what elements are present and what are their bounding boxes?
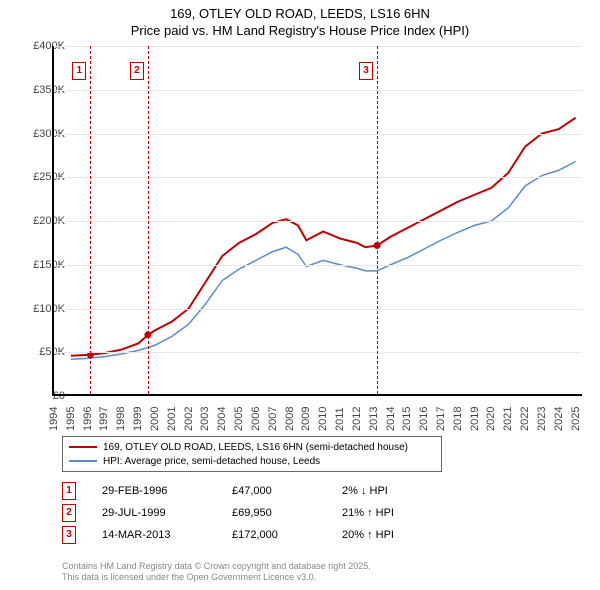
legend-label: HPI: Average price, semi-detached house,… — [103, 456, 320, 467]
x-tick-label: 1997 — [98, 407, 110, 431]
x-tick-label: 2007 — [267, 407, 279, 431]
legend-box: 169, OTLEY OLD ROAD, LEEDS, LS16 6HN (se… — [62, 436, 442, 472]
event-date: 29-JUL-1999 — [102, 507, 232, 519]
x-tick-label: 2003 — [199, 407, 211, 431]
sale-marker-box: 1 — [72, 62, 86, 80]
chart-svg — [54, 46, 582, 394]
event-price: £172,000 — [232, 529, 342, 541]
x-tick-label: 2000 — [149, 407, 161, 431]
x-tick-label: 2014 — [385, 407, 397, 431]
x-tick-label: 2004 — [216, 407, 228, 431]
x-tick-label: 1995 — [65, 407, 77, 431]
legend-swatch — [69, 460, 97, 462]
event-marker-box: 3 — [62, 526, 76, 544]
x-tick-label: 2006 — [250, 407, 262, 431]
event-row: 2 29-JUL-1999£69,95021% ↑ HPI — [62, 502, 462, 524]
legend-label: 169, OTLEY OLD ROAD, LEEDS, LS16 6HN (se… — [103, 442, 408, 453]
x-tick-label: 2023 — [536, 407, 548, 431]
chart-plot-area: 1 2 3 — [52, 46, 582, 396]
x-tick-label: 2008 — [284, 407, 296, 431]
legend-item: HPI: Average price, semi-detached house,… — [69, 454, 435, 468]
legend-swatch — [69, 446, 97, 448]
x-tick-label: 2021 — [502, 407, 514, 431]
x-tick-label: 2024 — [553, 407, 565, 431]
x-tick-label: 2018 — [452, 407, 464, 431]
footer-attribution: Contains HM Land Registry data © Crown c… — [62, 561, 371, 584]
footer-line-1: Contains HM Land Registry data © Crown c… — [62, 561, 371, 573]
event-pct: 21% ↑ HPI — [342, 507, 462, 519]
event-row: 3 14-MAR-2013£172,00020% ↑ HPI — [62, 524, 462, 546]
series-line — [71, 118, 576, 356]
x-tick-label: 1994 — [48, 407, 60, 431]
x-tick-label: 2002 — [183, 407, 195, 431]
footer-line-2: This data is licensed under the Open Gov… — [62, 572, 371, 584]
event-date: 29-FEB-1996 — [102, 485, 232, 497]
title-line-2: Price paid vs. HM Land Registry's House … — [0, 23, 600, 40]
x-tick-label: 2012 — [351, 407, 363, 431]
x-tick-label: 2010 — [317, 407, 329, 431]
sale-marker-box: 2 — [130, 62, 144, 80]
event-pct: 2% ↓ HPI — [342, 485, 462, 497]
event-pct: 20% ↑ HPI — [342, 529, 462, 541]
x-tick-label: 2017 — [435, 407, 447, 431]
event-marker-box: 2 — [62, 504, 76, 522]
event-row: 1 29-FEB-1996£47,0002% ↓ HPI — [62, 480, 462, 502]
x-tick-label: 2001 — [166, 407, 178, 431]
x-tick-label: 1999 — [132, 407, 144, 431]
legend-item: 169, OTLEY OLD ROAD, LEEDS, LS16 6HN (se… — [69, 440, 435, 454]
series-line — [71, 162, 576, 360]
x-tick-label: 2005 — [233, 407, 245, 431]
x-tick-label: 2009 — [300, 407, 312, 431]
x-tick-label: 1998 — [115, 407, 127, 431]
event-date: 14-MAR-2013 — [102, 529, 232, 541]
x-tick-label: 2020 — [485, 407, 497, 431]
event-price: £47,000 — [232, 485, 342, 497]
x-tick-label: 2015 — [401, 407, 413, 431]
title-line-1: 169, OTLEY OLD ROAD, LEEDS, LS16 6HN — [0, 6, 600, 23]
event-price: £69,950 — [232, 507, 342, 519]
x-tick-label: 2022 — [519, 407, 531, 431]
sale-events-table: 1 29-FEB-1996£47,0002% ↓ HPI 2 29-JUL-1999£… — [62, 480, 462, 546]
x-tick-label: 2011 — [334, 407, 346, 431]
sale-marker-box: 3 — [359, 62, 373, 80]
event-marker-box: 1 — [62, 482, 76, 500]
x-tick-label: 2016 — [418, 407, 430, 431]
x-tick-label: 2013 — [368, 407, 380, 431]
chart-title: 169, OTLEY OLD ROAD, LEEDS, LS16 6HN Pri… — [0, 0, 600, 40]
x-tick-label: 2025 — [570, 407, 582, 431]
x-tick-label: 1996 — [82, 407, 94, 431]
x-tick-label: 2019 — [469, 407, 481, 431]
